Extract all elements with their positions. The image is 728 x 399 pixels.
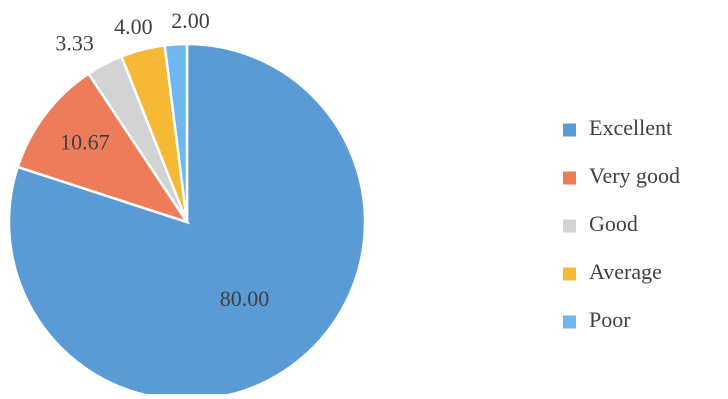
legend-item-good: Good (563, 211, 638, 236)
pie-slice-very-good (16, 71, 191, 225)
pie-slices (7, 42, 367, 399)
legend-item-excellent: Excellent (563, 115, 672, 140)
legend-label-good: Good (589, 211, 638, 236)
data-label-good: 3.33 (55, 30, 94, 55)
data-label-poor: 2.00 (171, 8, 210, 33)
legend-swatch-poor (563, 315, 576, 329)
legend-label-very-good: Very good (589, 163, 680, 188)
legend-item-very-good: Very good (563, 163, 680, 188)
legend-swatch-average (563, 267, 576, 281)
legend-label-excellent: Excellent (589, 115, 672, 140)
data-label-average: 4.00 (114, 14, 153, 39)
legend-label-poor: Poor (589, 307, 631, 332)
data-label-very-good: 10.67 (60, 130, 110, 155)
pie-data-labels: 80.00 10.67 3.33 4.00 2.00 (55, 8, 269, 311)
legend-item-poor: Poor (563, 307, 631, 332)
legend-item-average: Average (563, 259, 662, 284)
legend: Excellent Very good Good Average Poor (563, 115, 680, 332)
legend-swatch-good (563, 219, 576, 233)
pie-slice-poor (163, 42, 189, 223)
legend-swatch-very-good (563, 171, 576, 185)
data-label-excellent: 80.00 (220, 286, 270, 311)
pie-slice-excellent (7, 42, 367, 399)
legend-swatch-excellent (563, 123, 576, 137)
legend-label-average: Average (589, 259, 662, 284)
